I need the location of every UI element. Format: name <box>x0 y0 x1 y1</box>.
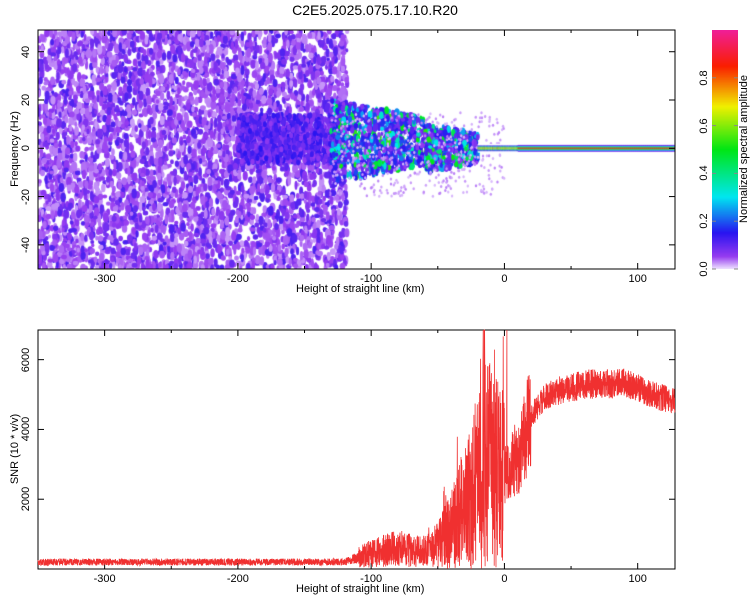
bottom-xtick-label: -300 <box>93 573 116 585</box>
top-frame <box>37 29 676 270</box>
top-xtick-label: 0 <box>501 273 508 285</box>
top-ytick-label: -20 <box>20 188 32 205</box>
bottom-xtick-label: -200 <box>226 573 249 585</box>
top-ytick-label: 0 <box>20 145 32 152</box>
colorbar <box>712 30 738 269</box>
bottom-xtick-label: 0 <box>501 573 508 585</box>
bottom-ylabel: SNR (10 * v/v) <box>9 413 21 485</box>
colorbar-tick-label: 0.6 <box>698 117 710 134</box>
colorbar-tick-label: 0.0 <box>698 261 710 277</box>
top-ytick-label: 40 <box>20 45 32 58</box>
bottom-xtick-label: -100 <box>360 573 383 585</box>
top-xtick-label: 100 <box>628 273 647 285</box>
snr-series-line <box>37 329 676 570</box>
spectrogram-heatmap <box>38 30 675 269</box>
top-xtick-label: -100 <box>360 273 383 285</box>
bottom-xlabel: Height of straight line (km) <box>296 583 425 595</box>
top-xtick-label: -300 <box>93 273 116 285</box>
bottom-xtick-label: 100 <box>628 573 647 585</box>
top-ytick-label: -40 <box>20 236 32 253</box>
bottom-ytick-label: 2000 <box>20 486 32 512</box>
colorbar-tick-label: 0.2 <box>698 213 710 229</box>
colorbar-tick-label: 0.4 <box>698 165 710 182</box>
bottom-ytick-label: 6000 <box>20 347 32 372</box>
colorbar-tick-label: 0.8 <box>698 70 710 86</box>
top-xlabel: Height of straight line (km) <box>296 283 425 295</box>
top-xtick-label: -200 <box>226 273 249 285</box>
chart-title: C2E5.2025.075.17.10.R20 <box>292 2 458 18</box>
colorbar-label: Normalized spectral amplitude <box>738 75 750 223</box>
top-ytick-label: 20 <box>20 93 32 107</box>
bottom-ytick-label: 4000 <box>20 417 32 442</box>
bottom-frame <box>37 329 676 570</box>
